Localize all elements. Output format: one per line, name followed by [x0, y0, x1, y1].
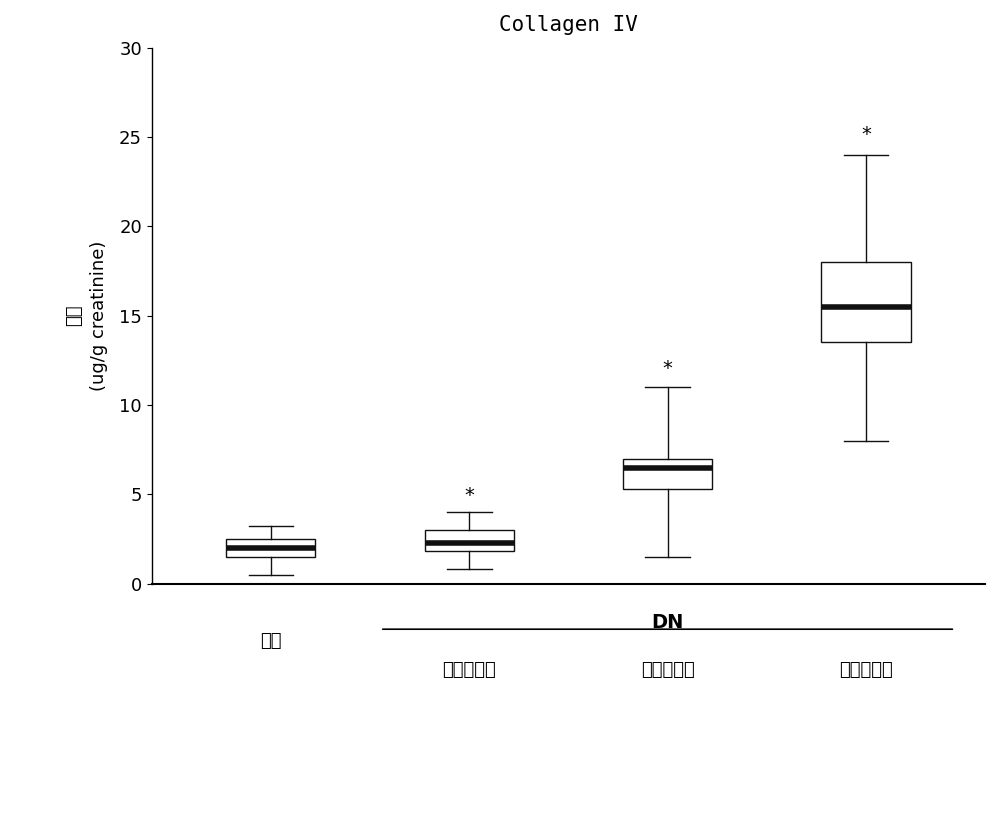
- PathPatch shape: [821, 262, 911, 343]
- Y-axis label: 浓度
(ug/g creatinine): 浓度 (ug/g creatinine): [65, 241, 108, 391]
- PathPatch shape: [623, 459, 712, 489]
- PathPatch shape: [226, 539, 315, 557]
- Text: 微量蛋白尿: 微量蛋白尿: [641, 662, 694, 679]
- Text: DN: DN: [651, 613, 684, 632]
- Text: 大量蛋白尿: 大量蛋白尿: [839, 662, 893, 679]
- Text: *: *: [663, 359, 673, 378]
- Text: 对照: 对照: [260, 632, 282, 650]
- Text: *: *: [861, 125, 871, 144]
- PathPatch shape: [425, 530, 514, 551]
- Title: Collagen IV: Collagen IV: [499, 15, 638, 35]
- Text: *: *: [464, 486, 474, 505]
- Text: 正常蛋白尿: 正常蛋白尿: [442, 662, 496, 679]
